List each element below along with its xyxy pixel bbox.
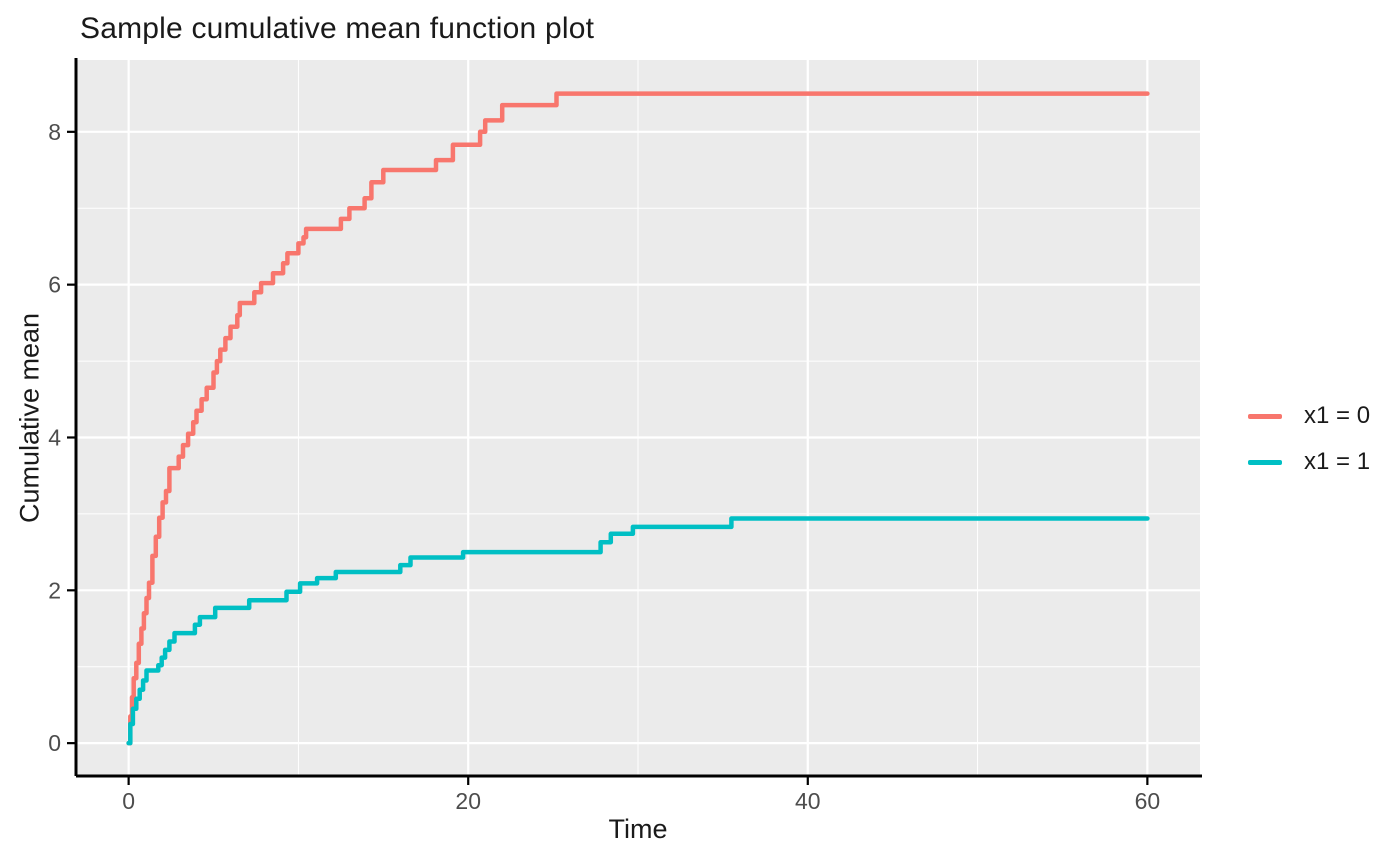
legend-label-x1-1: x1 = 1 (1304, 448, 1371, 475)
y-tick-label: 4 (48, 424, 61, 450)
x-tick-label: 20 (455, 788, 481, 814)
x-tick-label: 0 (122, 788, 135, 814)
series-line-x10 (126, 91, 1150, 746)
chart-title: Sample cumulative mean function plot (80, 12, 595, 45)
y-tick-label: 8 (48, 119, 61, 145)
legend-key-line-x1-0 (1248, 413, 1282, 419)
y-axis-title: Cumulative mean (14, 312, 45, 524)
y-tick-label: 6 (48, 272, 61, 298)
legend-key-line-x1-1 (1248, 459, 1282, 465)
legend-label-x1-0: x1 = 0 (1304, 402, 1371, 429)
series-line-x11 (126, 516, 1150, 746)
y-tick-label: 2 (48, 577, 61, 603)
legend: x1 = 0 x1 = 1 (1248, 402, 1370, 476)
x-axis-title: Time (608, 814, 668, 844)
legend-item-x1-1: x1 = 1 (1248, 448, 1370, 476)
x-tick-label: 40 (795, 788, 821, 814)
x-tick-label: 60 (1135, 788, 1161, 814)
legend-item-x1-0: x1 = 0 (1248, 402, 1370, 430)
y-tick-label: 0 (48, 730, 61, 756)
